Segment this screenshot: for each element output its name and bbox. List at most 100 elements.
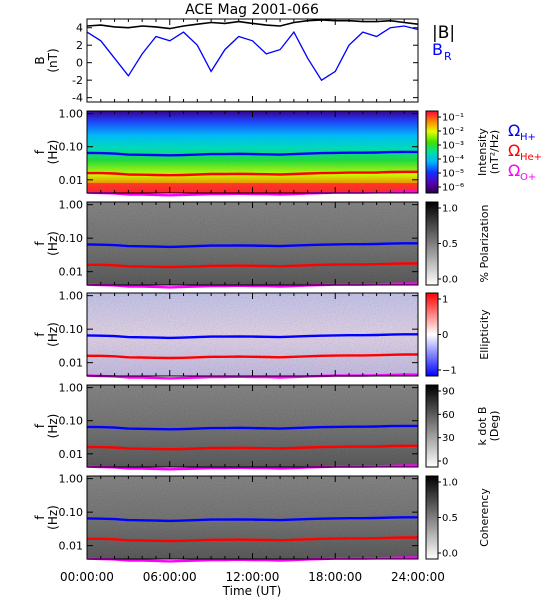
colorbar-unit: (Deg)	[488, 411, 501, 442]
x-tick-label: 12:00:00	[226, 570, 280, 584]
y-axis-label: f	[33, 423, 47, 428]
panel-1-background	[87, 19, 418, 102]
legend-gyro-symbol: Ω	[508, 161, 520, 180]
y-tick-label: 0.01	[59, 540, 84, 553]
y-tick-label: 1.00	[59, 290, 84, 303]
y-tick-label: 2	[76, 39, 83, 52]
panel-5-frame	[86, 384, 419, 468]
legend: |B|B RΩ H+Ω He+Ω O+	[432, 23, 542, 183]
y-tick-label: -2	[72, 74, 83, 87]
colorbar-label: k dot B	[476, 407, 489, 446]
colorbar-label: Intensity	[476, 128, 489, 176]
y-axis-unit: (Hz)	[46, 414, 60, 439]
legend-gyro-subscript: O+	[520, 172, 536, 183]
colorbar-tick-label: 10⁻³	[442, 141, 464, 152]
colorbar-tick-label: 30	[442, 433, 455, 444]
colorbar-6	[425, 475, 439, 560]
y-axis-label: B	[33, 56, 47, 64]
colorbar-tick-label: 0.0	[442, 275, 458, 286]
colorbar-label: % Polarization	[478, 205, 491, 283]
y-axis-label: f	[33, 149, 47, 154]
y-tick-label: 0.01	[59, 357, 84, 370]
colorbar-tick-label: −1	[442, 366, 457, 377]
legend-radial-field: B	[432, 40, 443, 59]
gyro-h_plus-line	[86, 150, 418, 157]
y-axis-unit: (Hz)	[46, 505, 60, 530]
colorbar-4	[425, 292, 439, 377]
colorbar-tick-label: 10⁻²	[442, 127, 464, 138]
x-tick-label: 18:00:00	[308, 570, 362, 584]
panel-1-frame	[86, 18, 419, 103]
colorbar-tick-label: 10⁻⁶	[442, 183, 464, 194]
gyro-h_plus-line	[86, 516, 418, 523]
y-tick-label: 0	[76, 57, 83, 70]
y-tick-label: 0.10	[59, 141, 84, 154]
panel-1: 4 2 0 -2 -4 B (nT)	[33, 18, 419, 105]
y-tick-label: 1.00	[59, 199, 84, 212]
x-axis: 00:00:00 06:00:00 12:00:00 18:00:00 24:00:00	[60, 570, 445, 584]
legend-gyro-subscript: He+	[520, 152, 542, 163]
colorbar-tick-label: 0.5	[442, 513, 458, 524]
colorbar-label: Coherency	[478, 488, 491, 547]
colorbar-tick-label: 0.0	[442, 549, 458, 560]
y-tick-label: 0.10	[59, 323, 84, 336]
colorbar-5	[425, 384, 439, 468]
gyro-he_plus-line	[87, 536, 418, 543]
y-tick-label: 0.10	[59, 232, 84, 245]
y-tick-label: 0.01	[59, 174, 84, 187]
chart-title: ACE Mag 2001-066	[185, 2, 319, 18]
colorbar-tick-label: 1.0	[442, 204, 458, 215]
y-tick-label: 0.01	[59, 448, 84, 461]
gyro-he_plus-line	[87, 262, 418, 269]
colorbar-tick-label: 60	[442, 410, 455, 421]
x-tick-label: 24:00:00	[391, 570, 445, 584]
colorbar-3	[425, 201, 439, 286]
y-axis-label: f	[33, 241, 47, 246]
x-tick-label: 06:00:00	[143, 570, 197, 584]
legend-radial-field-subscript: R	[444, 50, 452, 63]
x-tick-label: 00:00:00	[60, 570, 114, 584]
gyro-h_plus-line	[86, 333, 418, 340]
panel-5: 1.00 0.10 0.01 90 60 30 0 k dot B (Deg) f (Hz)	[33, 382, 501, 471]
colorbar-tick-label: 10⁻¹	[442, 113, 464, 124]
colorbar-tick-label: 0.5	[442, 239, 458, 250]
colorbar-tick-label: 1.0	[442, 478, 458, 489]
colorbar-tick-label: 0	[442, 330, 448, 341]
y-tick-label: 0.10	[59, 415, 84, 428]
panel-4-frame	[86, 292, 419, 377]
y-tick-label: 4	[76, 22, 83, 35]
panel-3-frame	[86, 201, 419, 286]
legend-gyro-symbol: Ω	[508, 121, 520, 140]
gyro-h_plus-line	[86, 242, 418, 249]
colorbar-unit: (nT²/Hz)	[488, 130, 501, 174]
y-tick-label: 0.01	[59, 266, 84, 279]
legend-total-field: |B|	[432, 23, 455, 43]
y-axis-unit: (Hz)	[46, 140, 60, 165]
colorbar-tick-label: 90	[442, 387, 455, 398]
gyro-he_plus-line	[87, 170, 418, 177]
colorbar-2	[425, 110, 439, 194]
panel-2: 1.00 0.10 0.01 10⁻¹ 10⁻² 10⁻³ 10⁻⁴ 10⁻⁵ 10⁻⁶ Inte…	[33, 108, 501, 197]
y-axis-unit: (Hz)	[46, 231, 60, 256]
gyro-he_plus-line	[87, 353, 418, 360]
y-tick-label: 1.00	[59, 108, 84, 121]
colorbar-tick-label: 0	[442, 457, 448, 468]
colorbar-tick-label: 10⁻⁴	[442, 155, 464, 166]
panel-2-frame	[86, 110, 419, 194]
colorbar-tick-label: 1	[442, 295, 448, 306]
y-tick-label: -4	[72, 92, 83, 105]
y-tick-label: 1.00	[59, 473, 84, 486]
panels-group: 420-2-4B (nT)1.000.100.0110⁻¹10⁻²10⁻³10⁻⁴…	[33, 18, 501, 563]
colorbar-tick-label: 10⁻⁵	[442, 169, 464, 180]
y-axis-unit: (nT)	[46, 48, 60, 72]
series-radial-line	[86, 25, 419, 82]
panel-3: 1.00 0.10 0.01 1.0 0.5 0.0 % Polarization f (Hz)	[33, 199, 491, 289]
gyro-he_plus-line	[87, 444, 418, 451]
gyro-h_plus-line	[86, 424, 418, 431]
legend-gyro-subscript: H+	[520, 132, 536, 143]
colorbar-label: Ellipticity	[478, 309, 491, 360]
y-tick-label: 1.00	[59, 382, 84, 395]
x-axis-label: Time (UT)	[222, 584, 282, 598]
y-axis-label: f	[33, 332, 47, 337]
